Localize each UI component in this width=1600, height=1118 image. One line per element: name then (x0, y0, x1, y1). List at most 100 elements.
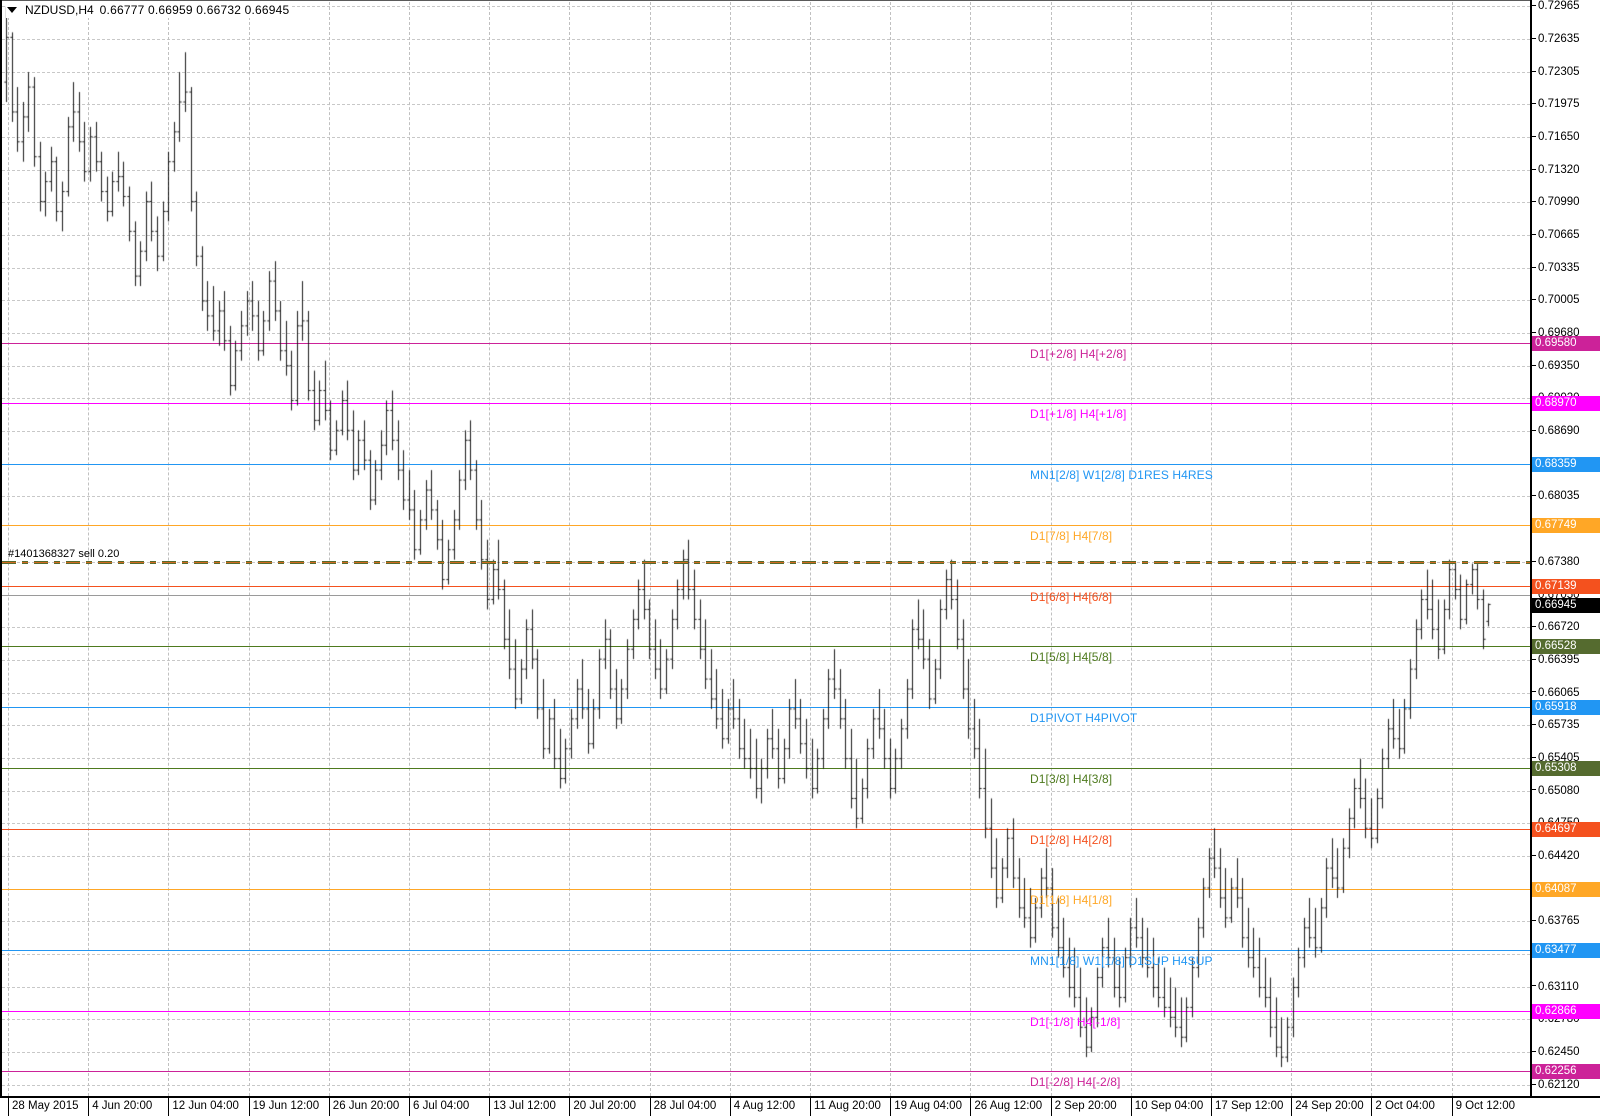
price-tick-label: 0.66395 (1532, 653, 1580, 667)
level-label: D1PIVOT H4PIVOT (1030, 711, 1138, 726)
time-scale-border (0, 1096, 1600, 1098)
price-level-chip: 0.68359 (1532, 457, 1600, 473)
price-level-chip: 0.62256 (1532, 1064, 1600, 1080)
time-separator (649, 1098, 651, 1116)
time-separator (1211, 1098, 1212, 1116)
level-label: D1[5/8] H4[5/8] (1030, 650, 1113, 665)
price-level-chip: 0.69580 (1532, 335, 1600, 351)
price-tick-label: 0.62120 (1532, 1078, 1580, 1092)
price-level-chip: 0.68970 (1532, 396, 1600, 412)
level-label: D1[-2/8] H4[-2/8] (1030, 1075, 1121, 1090)
price-tick-label: 0.70665 (1532, 228, 1580, 242)
chart-top-border (0, 0, 1531, 1)
time-tick-label: 2 Sep 20:00 (1054, 1100, 1117, 1112)
price-level-chip: 0.63477 (1532, 942, 1600, 958)
current-price-chip: 0.66945 (1532, 597, 1600, 613)
price-level-chip: 0.65918 (1532, 700, 1600, 716)
price-tick-label: 0.70990 (1532, 195, 1580, 209)
price-tick-label: 0.70005 (1532, 293, 1580, 307)
time-separator (1130, 1098, 1132, 1116)
price-tick-label: 0.66720 (1532, 620, 1580, 634)
time-separator (1451, 1098, 1453, 1116)
time-tick-label: 17 Sep 12:00 (1215, 1100, 1284, 1112)
time-tick-label: 4 Aug 12:00 (733, 1100, 796, 1112)
price-tick-label: 0.64420 (1532, 849, 1580, 863)
time-separator (328, 1098, 330, 1116)
price-tick-label: 0.65735 (1532, 718, 1580, 732)
time-separator (1371, 1098, 1373, 1116)
price-level-chip: 0.66528 (1532, 639, 1600, 655)
time-tick-label: 9 Oct 12:00 (1455, 1100, 1516, 1112)
time-separator (810, 1098, 811, 1116)
order-label: #1401368327 sell 0.20 (8, 547, 120, 560)
chart-left-border (0, 0, 2, 1097)
price-level-chip: 0.62866 (1532, 1003, 1600, 1019)
time-tick-label: 11 Aug 20:00 (814, 1100, 881, 1112)
chevron-down-icon[interactable] (7, 7, 17, 13)
time-separator (88, 1098, 90, 1116)
price-tick-label: 0.68035 (1532, 489, 1580, 503)
time-tick-label: 4 Jun 20:00 (92, 1100, 153, 1112)
price-tick-label: 0.70335 (1532, 261, 1580, 275)
time-separator (409, 1098, 410, 1116)
level-label: MN1[2/8] W1[2/8] D1RES H4RES (1030, 468, 1213, 483)
price-tick-label: 0.66065 (1532, 686, 1580, 700)
time-tick-label: 26 Aug 12:00 (974, 1100, 1043, 1112)
time-separator (168, 1098, 170, 1116)
level-label: D1[1/8] H4[1/8] (1030, 893, 1113, 908)
chart-symbol-label: NZDUSD,H4 (25, 3, 94, 17)
level-label: D1[2/8] H4[2/8] (1030, 832, 1113, 847)
time-separator (489, 1098, 491, 1116)
time-tick-label: 13 Jul 12:00 (493, 1100, 556, 1112)
time-separator (8, 1098, 9, 1116)
price-tick-label: 0.65080 (1532, 784, 1580, 798)
level-label: D1[6/8] H4[6/8] (1030, 589, 1113, 604)
price-tick-label: 0.72305 (1532, 65, 1580, 79)
time-tick-label: 12 Jun 04:00 (172, 1100, 239, 1112)
time-tick-label: 19 Aug 04:00 (894, 1100, 962, 1112)
level-label: D1[7/8] H4[7/8] (1030, 528, 1113, 543)
time-separator (890, 1098, 892, 1116)
price-tick-label: 0.68690 (1532, 424, 1580, 438)
time-separator (729, 1098, 731, 1116)
price-scale-border (1530, 0, 1532, 1097)
price-level-chip: 0.64697 (1532, 821, 1600, 837)
time-scale[interactable]: 28 May 2015 4 Jun 20:00 12 Jun 04:00 19 Jun… (0, 1098, 1600, 1118)
level-label: D1[3/8] H4[3/8] (1030, 771, 1113, 786)
time-tick-label: 6 Jul 04:00 (413, 1100, 470, 1112)
price-tick-label: 0.62450 (1532, 1045, 1580, 1059)
time-separator (248, 1098, 250, 1116)
price-tick-label: 0.67380 (1532, 555, 1580, 569)
time-tick-label: 28 Jul 04:00 (653, 1100, 717, 1112)
price-tick-label: 0.63765 (1532, 914, 1580, 928)
price-level-chip: 0.67749 (1532, 517, 1600, 533)
price-tick-label: 0.63110 (1532, 980, 1579, 994)
price-tick-label: 0.69350 (1532, 359, 1580, 373)
chart-ohlc-values: 0.66777 0.66959 0.66732 0.66945 (99, 3, 290, 17)
level-label: D1[+2/8] H4[+2/8] (1030, 346, 1127, 361)
order-price-line[interactable] (2, 560, 1530, 564)
chart-plot-area[interactable]: #1401368327 sell 0.20 D1[+2/8] H4[+2/8] D… (0, 0, 1531, 1097)
time-separator (1291, 1098, 1293, 1116)
price-tick-label: 0.71320 (1532, 163, 1580, 177)
price-level-chip: 0.67139 (1532, 578, 1600, 594)
time-tick-label: 20 Jul 20:00 (573, 1100, 637, 1112)
price-level-chip: 0.64087 (1532, 882, 1600, 898)
price-tick-label: 0.72635 (1532, 32, 1580, 46)
time-separator (970, 1098, 972, 1116)
price-tick-label: 0.71650 (1532, 130, 1580, 144)
price-tick-label: 0.72965 (1532, 0, 1580, 13)
time-tick-label: 10 Sep 04:00 (1134, 1100, 1204, 1112)
time-tick-label: 2 Oct 04:00 (1375, 1100, 1435, 1112)
time-tick-label: 19 Jun 12:00 (252, 1100, 320, 1112)
time-tick-label: 26 Jun 20:00 (332, 1100, 400, 1112)
level-label: D1[+1/8] H4[+1/8] (1030, 407, 1127, 422)
chart-header: NZDUSD,H4 0.66777 0.66959 0.66732 0.6694… (6, 2, 293, 18)
order-line-accent (2, 561, 1530, 563)
time-separator (1050, 1098, 1052, 1116)
price-scale[interactable]: 0.72965 0.72635 0.72305 0.71975 0.71650 0.713… (1532, 0, 1600, 1097)
time-separator (569, 1098, 571, 1116)
level-label: D1[-1/8] H4[-1/8] (1030, 1014, 1121, 1029)
time-tick-label: 24 Sep 20:00 (1295, 1100, 1364, 1112)
